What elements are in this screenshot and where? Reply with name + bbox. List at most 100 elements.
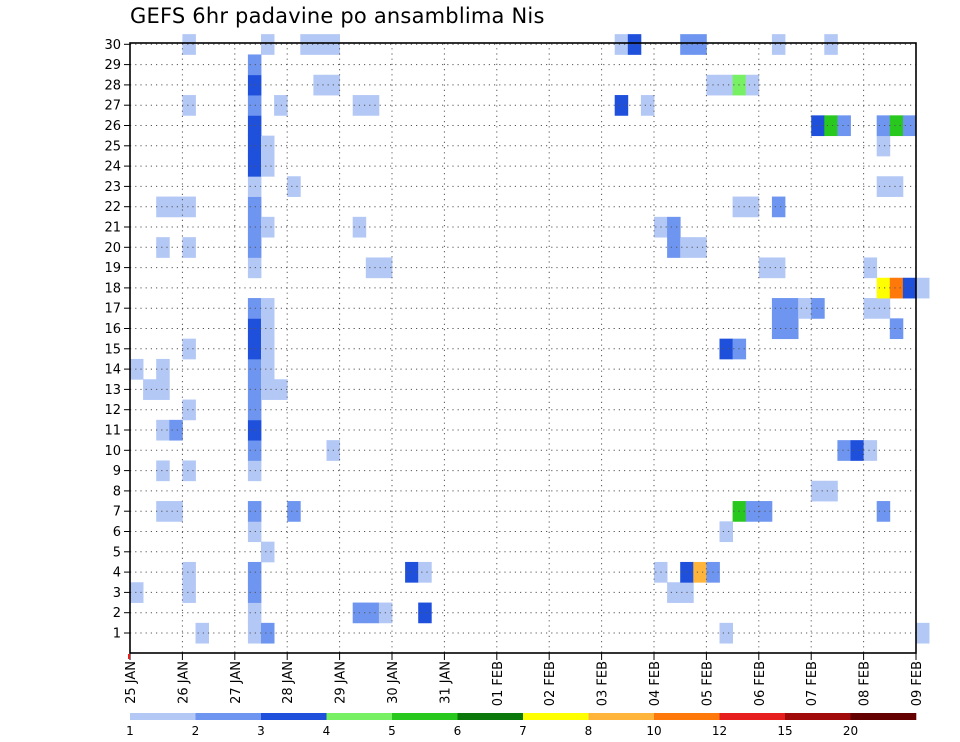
heatmap-cell: [156, 419, 170, 441]
y-tick-label: 13: [104, 383, 121, 398]
heatmap-cell: [247, 460, 262, 482]
colorbar-label: 3: [257, 724, 265, 738]
colorbar-swatch: [457, 713, 524, 720]
heatmap-cell: [182, 338, 196, 360]
y-tick-label: 27: [104, 99, 121, 114]
heatmap-cell: [261, 216, 275, 238]
heatmap-cell: [182, 399, 196, 421]
heatmap-cell: [876, 115, 891, 137]
y-tick-label: 21: [104, 221, 121, 236]
heatmap-cell: [247, 54, 262, 76]
x-tick-label: 08 FEB: [858, 661, 873, 706]
x-tick-label: 31 JAN: [438, 661, 453, 704]
heatmap-cell: [365, 257, 380, 279]
heatmap-cell: [261, 358, 275, 380]
heatmap-cell: [863, 440, 878, 461]
y-tick-label: 10: [104, 444, 121, 459]
heatmap-cell: [902, 115, 917, 137]
heatmap-cell: [247, 216, 262, 238]
colorbar-swatch: [588, 713, 655, 720]
heatmap-cell: [247, 318, 262, 340]
chart-title: GEFS 6hr padavine po ansamblima Nis: [130, 4, 545, 28]
colorbar-swatch: [523, 713, 589, 720]
heatmap-cell: [719, 338, 733, 360]
heatmap-cell: [247, 419, 262, 441]
x-tick-label: 07 FEB: [805, 661, 820, 706]
colorbar-label: 20: [843, 724, 858, 738]
colorbar-label: 15: [777, 724, 792, 738]
heatmap-cell: [247, 561, 262, 583]
heatmap-cell: [863, 257, 878, 279]
x-tick-label: 28 JAN: [281, 661, 296, 704]
heatmap-cell: [418, 602, 432, 624]
y-tick-label: 11: [104, 424, 121, 439]
heatmap-cell: [876, 277, 891, 299]
colorbar-label: 7: [519, 724, 527, 738]
heatmap-cell: [143, 379, 157, 400]
colorbar-label: 8: [585, 724, 593, 738]
heatmap-cell: [247, 501, 262, 522]
colorbar-label: 6: [454, 724, 462, 738]
colorbar-label: 5: [388, 724, 396, 738]
heatmap-cell: [156, 196, 170, 218]
heatmap-cell: [169, 196, 183, 218]
x-tick-label: 05 FEB: [700, 661, 715, 706]
colorbar-label: 1: [126, 724, 134, 738]
colorbar-swatch: [719, 713, 786, 720]
heatmap-cell: [771, 318, 786, 340]
heatmap-cell: [771, 34, 786, 55]
y-tick-label: 3: [113, 586, 121, 601]
heatmap-cell: [247, 115, 262, 137]
heatmap-cell: [889, 277, 904, 299]
heatmap-cell: [261, 298, 275, 319]
y-tick-label: 1: [113, 627, 121, 642]
heatmap-cell: [889, 318, 904, 340]
heatmap-cell: [247, 257, 262, 279]
heatmap-cell: [916, 277, 930, 299]
heatmap-cell: [182, 582, 196, 603]
heatmap-cell: [156, 460, 170, 482]
heatmap-cell: [745, 501, 760, 522]
heatmap-cell: [771, 257, 786, 279]
y-tick-label: 7: [113, 505, 121, 520]
colorbar-swatch: [392, 713, 458, 720]
heatmap-cell: [247, 602, 262, 624]
y-tick-label: 4: [113, 566, 121, 581]
y-tick-label: 20: [104, 241, 121, 256]
y-tick-label: 17: [104, 302, 121, 317]
heatmap-cell: [261, 338, 275, 360]
heatmap-cell: [693, 34, 707, 55]
x-tick-label: 29 JAN: [334, 661, 349, 704]
y-tick-label: 29: [104, 58, 121, 73]
heatmap-cell: [247, 196, 262, 218]
y-tick-label: 12: [104, 403, 121, 418]
heatmap-cell: [247, 440, 262, 461]
heatmap-cell: [261, 622, 275, 644]
y-tick-label: 14: [104, 363, 121, 378]
y-tick-label: 8: [113, 484, 121, 499]
heatmap-cell: [719, 622, 733, 644]
cells-layer: [130, 34, 930, 644]
plot-frame: [129, 42, 917, 654]
heatmap-cell: [418, 561, 432, 583]
y-tick-label: 24: [104, 160, 121, 175]
colorbar-label: 12: [712, 724, 727, 738]
heatmap-cell: [130, 582, 144, 603]
heatmap-cell: [247, 582, 262, 603]
heatmap-cell: [693, 561, 707, 583]
heatmap-cell: [719, 521, 733, 543]
y-tick-label: 26: [104, 119, 121, 134]
heatmap-cell: [850, 440, 864, 461]
y-tick-label: 22: [104, 200, 121, 215]
heatmap-cell: [313, 34, 327, 55]
heatmap-cell: [287, 176, 301, 197]
colorbar-swatch: [654, 713, 720, 720]
y-tick-label: 6: [113, 525, 121, 540]
y-tick-label: 23: [104, 180, 121, 195]
heatmap-cell: [811, 115, 825, 137]
x-tick-label: 04 FEB: [648, 661, 663, 706]
heatmap-cell: [719, 74, 733, 96]
heatmap-cell: [195, 622, 209, 644]
y-tick-label: 2: [113, 606, 121, 621]
heatmap-cell: [785, 318, 799, 340]
